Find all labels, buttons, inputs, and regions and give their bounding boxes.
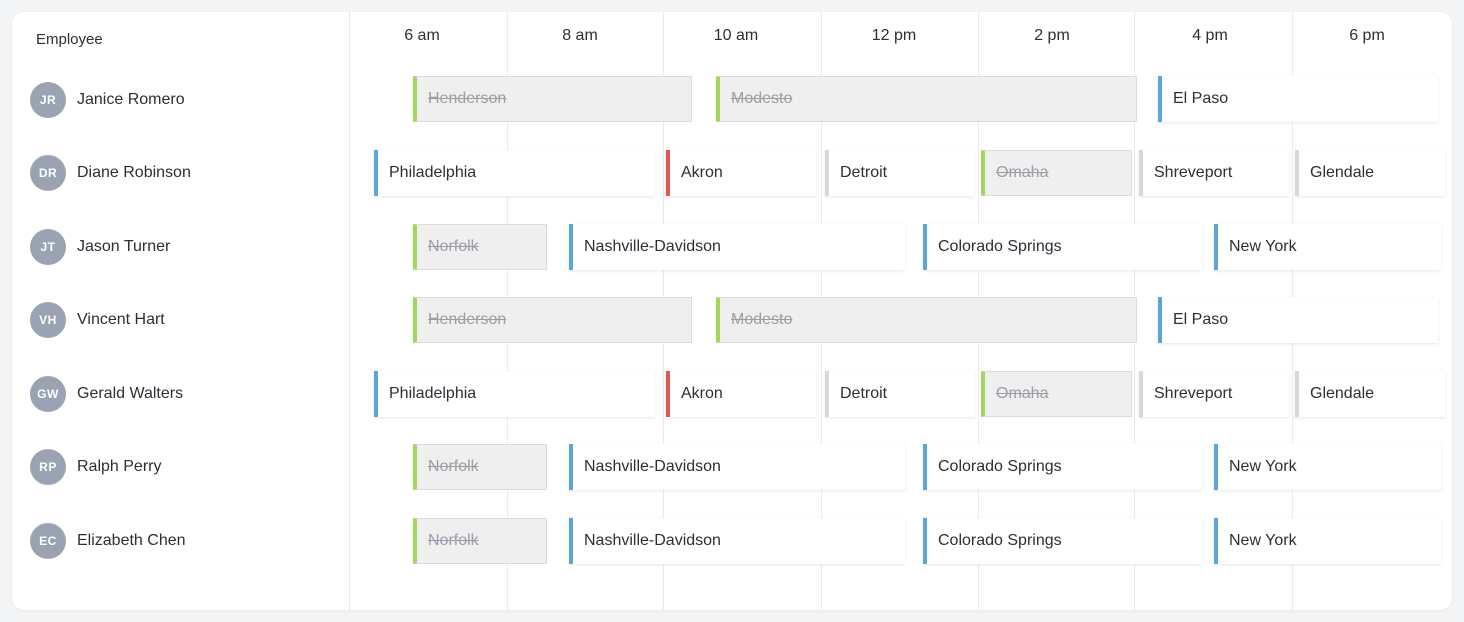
event-block[interactable]: New York xyxy=(1214,444,1441,490)
employee-row[interactable]: DR Diane Robinson xyxy=(30,153,340,193)
time-label-10am: 10 am xyxy=(713,27,759,44)
event-block[interactable]: Modesto xyxy=(716,297,1137,343)
time-label-8am: 8 am xyxy=(562,27,598,44)
time-label-2pm: 2 pm xyxy=(1034,27,1070,44)
event-block[interactable]: Henderson xyxy=(413,76,692,122)
event-block[interactable]: Colorado Springs xyxy=(923,518,1202,564)
event-block[interactable]: Akron xyxy=(666,150,816,196)
employee-name: Diane Robinson xyxy=(77,164,191,181)
event-block[interactable]: Shreveport xyxy=(1139,150,1289,196)
event-block[interactable]: Nashville-Davidson xyxy=(569,224,905,270)
time-label-6am: 6 am xyxy=(404,27,440,44)
employee-name: Vincent Hart xyxy=(77,311,165,328)
event-block[interactable]: Norfolk xyxy=(413,224,547,270)
employee-column: Employee JR Janice Romero DR Diane Robin… xyxy=(12,12,350,610)
event-block[interactable]: Nashville-Davidson xyxy=(569,444,905,490)
event-block[interactable]: Glendale xyxy=(1295,371,1445,417)
event-block[interactable]: Norfolk xyxy=(413,444,547,490)
employee-name: Janice Romero xyxy=(77,91,185,108)
avatar: EC xyxy=(30,523,66,559)
employee-name: Elizabeth Chen xyxy=(77,532,186,549)
schedule-card: Employee JR Janice Romero DR Diane Robin… xyxy=(12,12,1452,610)
avatar: GW xyxy=(30,376,66,412)
event-block[interactable]: Detroit xyxy=(825,371,974,417)
event-block[interactable]: Nashville-Davidson xyxy=(569,518,905,564)
event-block[interactable]: Modesto xyxy=(716,76,1137,122)
avatar: DR xyxy=(30,155,66,191)
event-block[interactable]: Glendale xyxy=(1295,150,1445,196)
employee-row[interactable]: GW Gerald Walters xyxy=(30,374,340,414)
event-block[interactable]: New York xyxy=(1214,518,1441,564)
employee-row[interactable]: EC Elizabeth Chen xyxy=(30,521,340,561)
event-block[interactable]: Akron xyxy=(666,371,816,417)
employee-name: Ralph Perry xyxy=(77,458,162,475)
avatar: JR xyxy=(30,82,66,118)
event-block[interactable]: El Paso xyxy=(1158,76,1438,122)
employee-row[interactable]: VH Vincent Hart xyxy=(30,300,340,340)
employee-row[interactable]: RP Ralph Perry xyxy=(30,447,340,487)
employee-name: Jason Turner xyxy=(77,238,171,255)
event-block[interactable]: Henderson xyxy=(413,297,692,343)
event-block[interactable]: Detroit xyxy=(825,150,974,196)
avatar: RP xyxy=(30,449,66,485)
event-block[interactable]: Colorado Springs xyxy=(923,444,1202,490)
event-block[interactable]: Omaha xyxy=(981,371,1132,417)
event-block[interactable]: Colorado Springs xyxy=(923,224,1202,270)
event-block[interactable]: Norfolk xyxy=(413,518,547,564)
event-block[interactable]: Philadelphia xyxy=(374,150,654,196)
employee-row[interactable]: JR Janice Romero xyxy=(30,80,340,120)
avatar: JT xyxy=(30,229,66,265)
event-block[interactable]: New York xyxy=(1214,224,1441,270)
employee-column-header: Employee xyxy=(36,31,103,48)
event-block[interactable]: Omaha xyxy=(981,150,1132,196)
time-label-4pm: 4 pm xyxy=(1192,27,1228,44)
avatar: VH xyxy=(30,302,66,338)
event-block[interactable]: Shreveport xyxy=(1139,371,1289,417)
event-block[interactable]: El Paso xyxy=(1158,297,1438,343)
time-label-6pm: 6 pm xyxy=(1349,27,1385,44)
time-label-12pm: 12 pm xyxy=(871,27,917,44)
employee-row[interactable]: JT Jason Turner xyxy=(30,227,340,267)
event-block[interactable]: Philadelphia xyxy=(374,371,654,417)
employee-name: Gerald Walters xyxy=(77,385,184,402)
